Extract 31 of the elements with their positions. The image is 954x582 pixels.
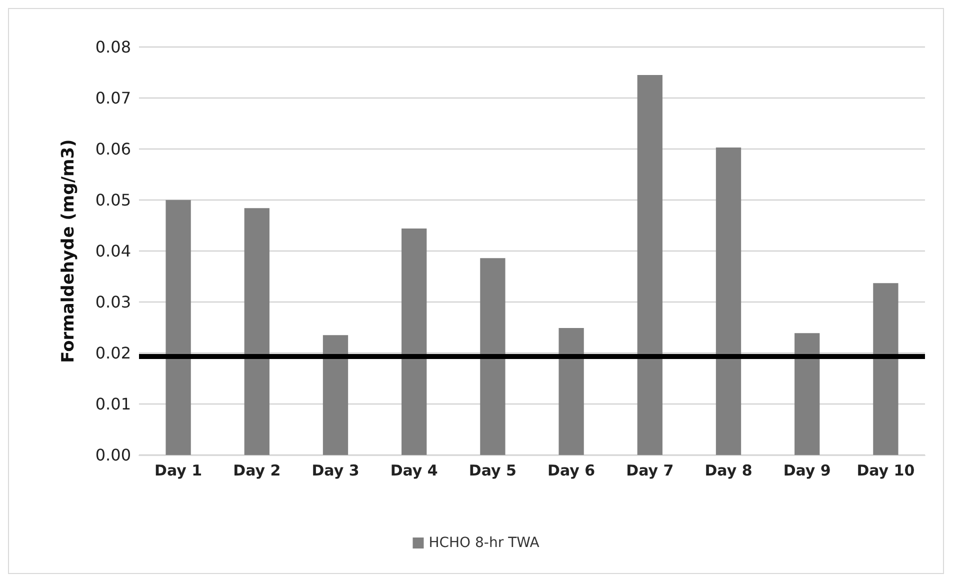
y-tick-label: 0.06 — [95, 140, 131, 158]
bar — [637, 75, 662, 455]
x-tick-label: Day 5 — [468, 462, 516, 480]
y-tick-label: 0.08 — [95, 38, 131, 56]
y-tick-label: 0.01 — [95, 394, 131, 414]
x-tick-label: Day 2 — [233, 462, 281, 480]
x-tick-label: Day 4 — [390, 462, 438, 480]
bar — [166, 200, 191, 455]
bar — [480, 258, 506, 455]
y-axis-title: Formaldehyde (mg/m3) — [58, 139, 78, 363]
x-tick-label: Day 1 — [154, 462, 202, 480]
x-tick-label: Day 7 — [626, 462, 674, 480]
bar — [794, 333, 820, 455]
bar — [873, 283, 898, 455]
x-tick-label: Day 10 — [856, 462, 915, 480]
x-tick-label: Day 9 — [783, 462, 831, 480]
y-tick-label: 0.00 — [95, 446, 131, 464]
x-tick-label: Day 3 — [312, 462, 360, 480]
bar — [322, 335, 348, 455]
bar — [244, 208, 270, 455]
x-tick-label: Day 6 — [548, 462, 596, 480]
y-tick-label: 0.07 — [95, 88, 131, 108]
y-tick-label: 0.03 — [95, 292, 131, 312]
y-tick-label: 0.04 — [95, 242, 131, 260]
bar — [558, 328, 584, 455]
y-tick-label: 0.02 — [95, 344, 131, 362]
x-tick-label: Day 8 — [704, 462, 752, 480]
y-tick-label: 0.05 — [95, 190, 131, 210]
bar — [402, 228, 427, 455]
legend-label: HCHO 8-hr TWA — [428, 535, 540, 551]
bar — [716, 147, 742, 455]
